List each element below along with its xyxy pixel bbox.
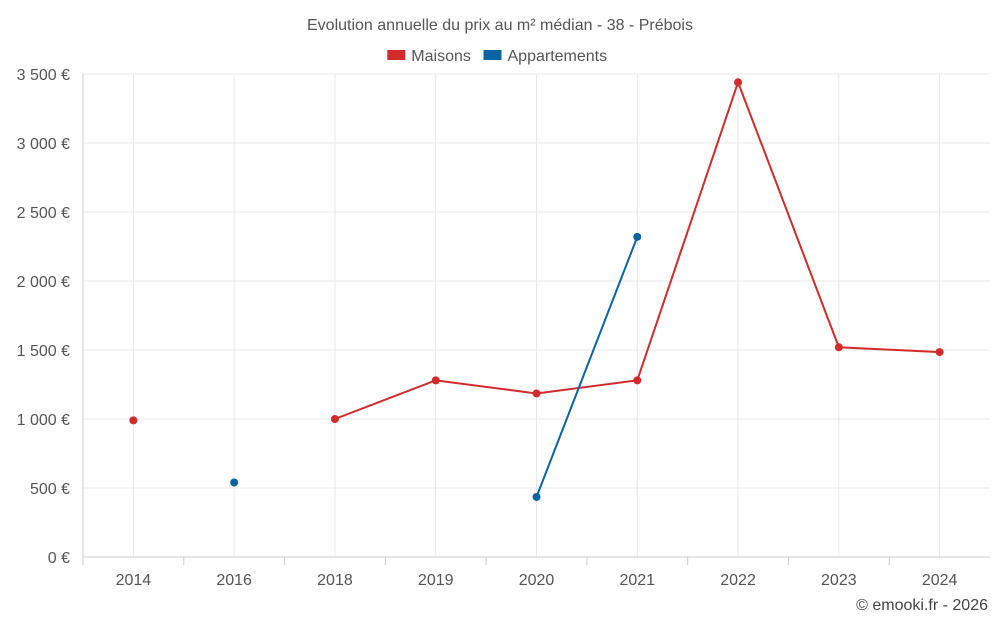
data-point-maisons-2021[interactable] bbox=[633, 376, 642, 385]
data-point-appartements-2021[interactable] bbox=[633, 232, 642, 241]
legend-label: Appartements bbox=[508, 48, 608, 65]
legend-item-appartements[interactable]: Appartements bbox=[483, 48, 608, 65]
legend-label: Maisons bbox=[411, 48, 471, 65]
y-tick-label: 3 500 € bbox=[17, 67, 70, 84]
legend-item-maisons[interactable]: Maisons bbox=[387, 48, 471, 65]
series-maisons bbox=[129, 78, 944, 425]
x-tick-label: 2022 bbox=[720, 572, 756, 589]
x-tick-label: 2023 bbox=[821, 572, 857, 589]
data-point-maisons-2014[interactable] bbox=[129, 416, 138, 425]
data-point-appartements-2020[interactable] bbox=[532, 492, 541, 501]
y-tick-label: 3 000 € bbox=[17, 136, 70, 153]
y-tick-label: 1 000 € bbox=[17, 412, 70, 429]
x-tick-label: 2021 bbox=[619, 572, 655, 589]
x-tick-label: 2014 bbox=[116, 572, 152, 589]
x-tick-label: 2018 bbox=[317, 572, 353, 589]
legend-swatch bbox=[483, 50, 502, 60]
credit-text: © emooki.fr - 2026 bbox=[856, 597, 988, 614]
legend-swatch bbox=[387, 50, 406, 60]
y-tick-label: 2 500 € bbox=[17, 205, 70, 222]
series-layer bbox=[129, 78, 944, 501]
data-point-maisons-2024[interactable] bbox=[935, 348, 944, 357]
data-point-maisons-2018[interactable] bbox=[330, 415, 339, 423]
x-tick-label: 2024 bbox=[922, 572, 958, 589]
y-tick-label: 2 000 € bbox=[17, 274, 70, 291]
data-point-maisons-2019[interactable] bbox=[431, 376, 440, 385]
data-point-maisons-2023[interactable] bbox=[834, 343, 843, 352]
series-appartements bbox=[230, 232, 642, 501]
axes: 0 € 500 € 1 000 € 1 500 € 2 000 € 2 500 € 3 00… bbox=[17, 67, 990, 589]
grid-lines bbox=[83, 73, 990, 557]
y-tick-label: 500 € bbox=[30, 481, 70, 498]
data-point-appartements-2016[interactable] bbox=[230, 478, 239, 487]
data-point-maisons-2022[interactable] bbox=[734, 78, 743, 87]
x-tick-label: 2019 bbox=[418, 572, 454, 589]
y-tick-label: 0 € bbox=[48, 550, 70, 567]
y-tick-label: 1 500 € bbox=[17, 343, 70, 360]
chart-title: Evolution annuelle du prix au m² médian … bbox=[307, 17, 693, 34]
x-tick-label: 2020 bbox=[519, 572, 555, 589]
x-tick-label: 2016 bbox=[216, 572, 252, 589]
series-line-appartements bbox=[535, 236, 639, 498]
chart-legend: Maisons Appartements bbox=[387, 48, 607, 65]
data-point-maisons-2020[interactable] bbox=[532, 389, 541, 398]
